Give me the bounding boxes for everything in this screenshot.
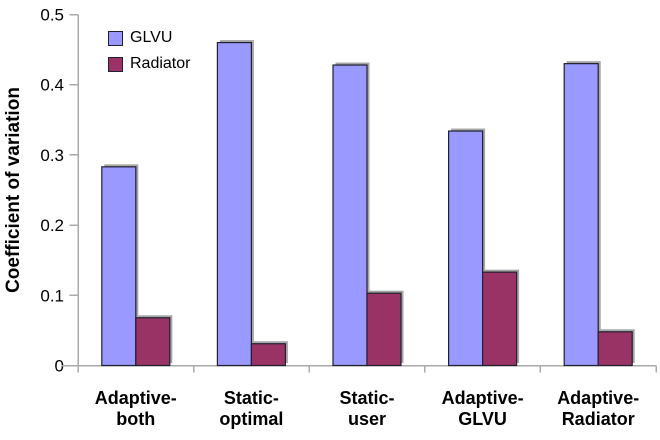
bar-radiator-1 (250, 343, 286, 367)
legend-label-glvu: GLVU (130, 29, 173, 46)
y-tick-label: 0.5 (40, 6, 64, 25)
legend-swatch-glvu-icon (108, 30, 123, 46)
legend-swatch-radiator-icon (108, 56, 123, 72)
y-tick-label: 0.3 (40, 146, 64, 165)
legend-label-radiator: Radiator (130, 55, 191, 72)
x-category-label: Adaptive-Radiator (557, 388, 639, 429)
legend-item-glvu: GLVU (108, 25, 190, 51)
bar-radiator-0 (135, 317, 171, 367)
y-axis-title: Coefficient of variation (3, 87, 24, 293)
bar-radiator-2 (366, 292, 402, 367)
y-tick-label: 0.2 (40, 216, 64, 235)
bar-glvu-0 (101, 166, 137, 367)
x-category-label: Adaptive-both (95, 388, 177, 429)
bar-glvu-2 (332, 64, 368, 367)
bar-radiator-4 (597, 331, 633, 367)
x-category-label: Static-user (339, 388, 394, 429)
bar-radiator-3 (482, 271, 518, 367)
bar-glvu-1 (216, 41, 252, 367)
y-tick-label: 0.1 (40, 286, 64, 305)
legend-item-radiator: Radiator (108, 51, 190, 77)
y-tick-label: 0 (55, 357, 64, 376)
y-tick-label: 0.4 (40, 76, 64, 95)
bar-glvu-4 (563, 63, 599, 367)
x-category-label: Adaptive-GLVU (442, 388, 524, 429)
bar-glvu-3 (448, 130, 484, 367)
legend: GLVU Radiator (108, 25, 190, 77)
x-category-label: Static-optimal (219, 388, 283, 429)
